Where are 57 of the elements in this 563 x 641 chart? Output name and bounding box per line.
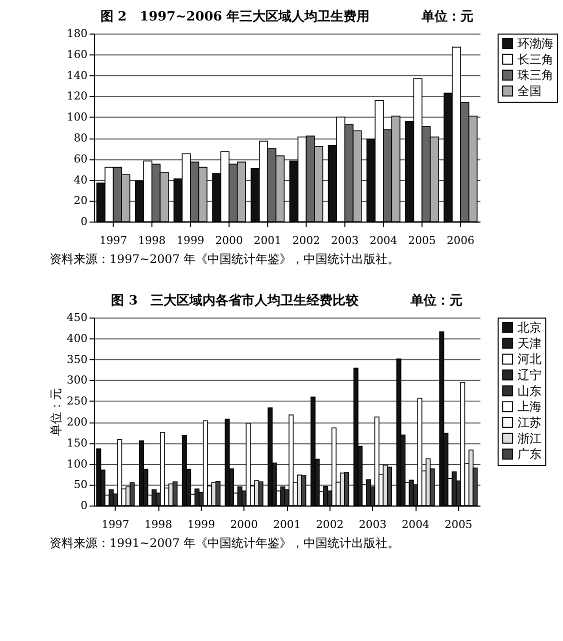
x-tick-label: 2001 xyxy=(254,234,282,247)
x-tick-label: 1997 xyxy=(99,234,128,247)
legend-label: 江苏 xyxy=(517,415,542,430)
y-tick-label: 150 xyxy=(66,436,88,450)
legend-label: 河北 xyxy=(517,352,542,366)
legend-label: 北京 xyxy=(517,320,542,334)
y-tick-label: 350 xyxy=(66,352,88,366)
text: 资料来源：1991~2007 年《中国统计年鉴》，中国统计出版社。 xyxy=(49,536,400,550)
y-tick-label: 0 xyxy=(80,499,88,512)
y-tick-label: 160 xyxy=(66,48,88,61)
x-tick-label: 1997 xyxy=(102,518,130,531)
legend-label: 浙江 xyxy=(517,431,542,446)
x-tick-label: 1999 xyxy=(176,234,204,247)
y-tick-label: 300 xyxy=(66,374,88,387)
y-tick-label: 400 xyxy=(66,332,88,345)
legend-label: 珠三角 xyxy=(517,68,554,82)
y-axis-title: 单位：元 xyxy=(48,388,63,436)
legend-label: 天津 xyxy=(517,336,542,350)
y-tick-label: 120 xyxy=(66,90,88,103)
y-tick-label: 80 xyxy=(74,132,88,145)
x-tick-label: 2004 xyxy=(402,518,430,531)
x-tick-label: 2001 xyxy=(273,518,301,531)
x-tick-label: 2005 xyxy=(408,234,436,247)
legend-label: 山东 xyxy=(517,384,542,398)
chart-title: 图 3 三大区域内各省市人均卫生经费比较 单位：元 xyxy=(111,292,463,309)
legend-label: 辽宁 xyxy=(517,368,542,382)
x-tick-label: 1998 xyxy=(138,234,166,247)
x-tick-label: 2006 xyxy=(446,234,475,247)
y-tick-label: 100 xyxy=(66,457,88,470)
chart-title: 图 2 1997~2006 年三大区域人均卫生费用 单位：元 xyxy=(100,8,474,25)
x-tick-label: 2000 xyxy=(215,234,243,247)
y-tick-label: 20 xyxy=(74,194,88,208)
legend-label: 全国 xyxy=(517,84,542,98)
legend-label: 上海 xyxy=(517,400,542,414)
text: 资料来源：1997~2007 年《中国统计年鉴》，中国统计出版社。 xyxy=(49,252,400,266)
x-tick-label: 2000 xyxy=(230,518,258,531)
x-tick-label: 2002 xyxy=(316,518,344,531)
x-tick-label: 2004 xyxy=(370,234,398,247)
y-tick-label: 180 xyxy=(66,27,88,40)
y-tick-label: 40 xyxy=(74,173,88,186)
y-tick-label: 50 xyxy=(74,478,88,492)
x-tick-label: 2005 xyxy=(444,518,472,531)
y-tick-label: 60 xyxy=(74,152,88,166)
x-tick-label: 1998 xyxy=(144,518,172,531)
legend-label: 长三角 xyxy=(517,52,554,66)
y-tick-label: 450 xyxy=(66,311,88,324)
y-tick-label: 250 xyxy=(66,394,88,408)
y-tick-label: 200 xyxy=(66,415,88,428)
y-tick-label: 0 xyxy=(80,215,88,228)
x-tick-label: 2003 xyxy=(358,518,387,531)
y-tick-label: 100 xyxy=(66,110,88,124)
x-tick-label: 1999 xyxy=(187,518,216,531)
x-tick-label: 2003 xyxy=(330,234,359,247)
y-tick-label: 140 xyxy=(66,68,88,82)
legend-label: 环渤海 xyxy=(517,36,554,50)
legend-label: 广东 xyxy=(517,447,542,462)
x-tick-label: 2002 xyxy=(292,234,320,247)
